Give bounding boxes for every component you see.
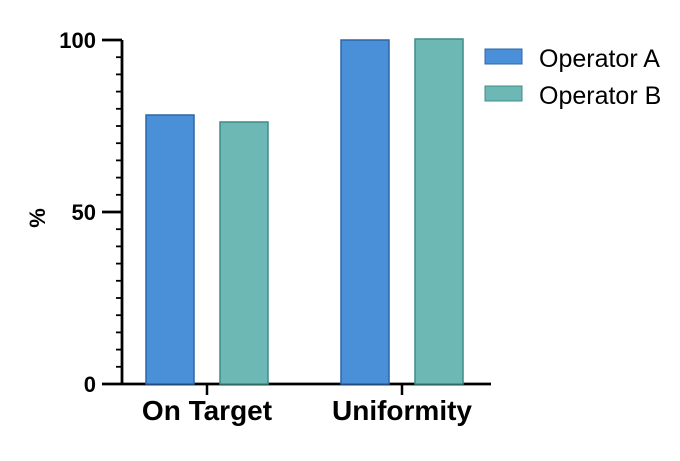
svg-text:On Target: On Target: [142, 395, 272, 426]
svg-text:50: 50: [72, 200, 96, 225]
svg-text:Operator B: Operator B: [539, 82, 661, 110]
svg-text:Uniformity: Uniformity: [332, 395, 472, 426]
svg-text:100: 100: [59, 28, 96, 53]
svg-text:0: 0: [84, 372, 96, 397]
svg-text:Operator A: Operator A: [539, 45, 660, 73]
svg-text:%: %: [25, 208, 50, 228]
